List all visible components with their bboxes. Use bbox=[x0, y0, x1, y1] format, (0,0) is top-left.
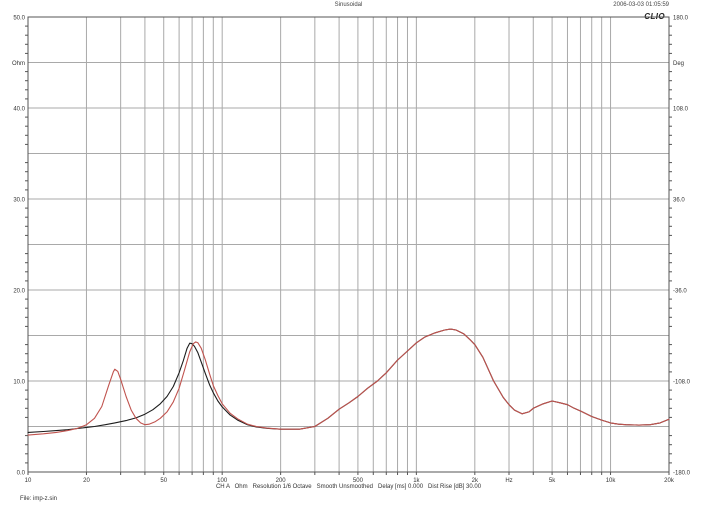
y-right-tick-label: 180.0 bbox=[673, 16, 689, 22]
y-left-unit-label: Ohm bbox=[12, 61, 25, 67]
y-right-tick-label: -180.0 bbox=[673, 471, 691, 477]
y-right-tick-label: -36.0 bbox=[673, 289, 687, 295]
status-bar: CH A Ohm Resolution 1/6 Octave Smooth Un… bbox=[215, 484, 482, 490]
x-tick-label: 20k bbox=[664, 478, 675, 484]
y-right-tick-label: 36.0 bbox=[673, 198, 685, 204]
x-tick-label: 50 bbox=[160, 478, 167, 484]
file-name: File: imp-z.sin bbox=[20, 496, 58, 502]
chart-title: Sinusoidal bbox=[334, 2, 363, 8]
x-tick-label: 1k bbox=[413, 478, 420, 484]
y-left-tick-label: 20.0 bbox=[13, 289, 25, 295]
x-tick-label: 10k bbox=[606, 478, 617, 484]
y-right-unit-label: Deg bbox=[673, 61, 684, 67]
y-left-tick-label: 40.0 bbox=[13, 107, 25, 113]
y-left-tick-label: 30.0 bbox=[13, 198, 25, 204]
impedance-curve-red bbox=[27, 328, 670, 436]
x-tick-label: 10 bbox=[25, 478, 32, 484]
y-left-tick-label: 50.0 bbox=[13, 16, 25, 22]
y-right-tick-label: -108.0 bbox=[673, 380, 691, 386]
y-right-tick-label: 108.0 bbox=[673, 107, 689, 113]
y-left-tick-label: 10.0 bbox=[13, 380, 25, 386]
y-left-tick-label: 0.0 bbox=[17, 471, 26, 477]
x-tick-label: 100 bbox=[217, 478, 228, 484]
x-unit-label: Hz bbox=[505, 478, 512, 484]
x-tick-label: 2k bbox=[472, 478, 479, 484]
plot-border bbox=[27, 16, 670, 473]
x-tick-label: 20 bbox=[83, 478, 90, 484]
x-tick-label: 5k bbox=[549, 478, 556, 484]
x-tick-label: 200 bbox=[276, 478, 287, 484]
x-tick-label: 500 bbox=[353, 478, 364, 484]
timestamp: 2006-03-03 01:05:59 bbox=[613, 2, 669, 8]
